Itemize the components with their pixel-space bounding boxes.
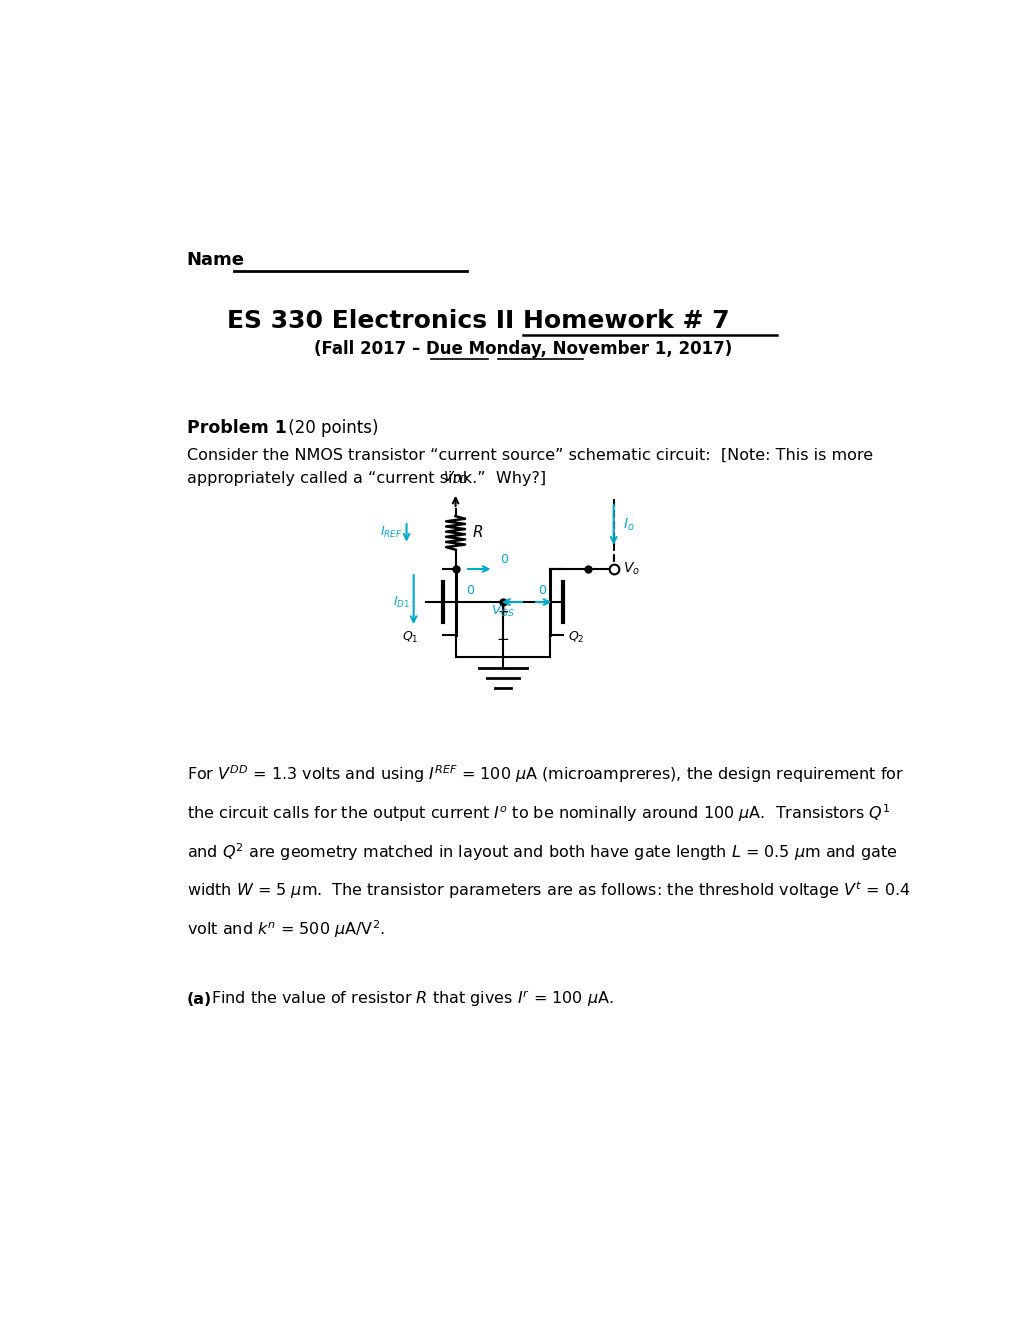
Text: appropriately called a “current sink.”  Why?]: appropriately called a “current sink.” W… bbox=[186, 471, 545, 486]
Text: Consider the NMOS transistor “current source” schematic circuit:  [Note: This is: Consider the NMOS transistor “current so… bbox=[186, 449, 872, 463]
Text: For $V^{DD}$ = 1.3 volts and using $I^{REF}$ = 100 $\mu$A (microampreres), the d: For $V^{DD}$ = 1.3 volts and using $I^{R… bbox=[186, 764, 903, 785]
Text: 0: 0 bbox=[466, 583, 473, 597]
Text: $I_{D1}$: $I_{D1}$ bbox=[393, 594, 410, 610]
Text: (a): (a) bbox=[186, 993, 212, 1007]
Text: $Q_1$: $Q_1$ bbox=[401, 630, 418, 645]
Text: $I_o$: $I_o$ bbox=[623, 516, 634, 533]
Text: $I_{REF}$: $I_{REF}$ bbox=[380, 525, 403, 540]
Text: $V_{DD}$: $V_{DD}$ bbox=[442, 470, 468, 486]
Text: Problem 1: Problem 1 bbox=[186, 418, 286, 437]
Text: width $W$ = 5 $\mu$m.  The transistor parameters are as follows: the threshold v: width $W$ = 5 $\mu$m. The transistor par… bbox=[186, 879, 910, 902]
Text: (Fall 2017 – Due Monday, November 1, 2017): (Fall 2017 – Due Monday, November 1, 201… bbox=[313, 339, 732, 358]
Text: 0: 0 bbox=[538, 583, 546, 597]
Text: $V_{GS}$: $V_{GS}$ bbox=[490, 605, 515, 619]
Text: (20 points): (20 points) bbox=[283, 418, 378, 437]
Text: −: − bbox=[496, 632, 508, 647]
Text: the circuit calls for the output current $I^o$ to be nominally around 100 $\mu$A: the circuit calls for the output current… bbox=[186, 803, 890, 824]
Text: Find the value of resistor $R$ that gives $I^r$ = 100 $\mu$A.: Find the value of resistor $R$ that give… bbox=[210, 989, 612, 1010]
Text: R: R bbox=[473, 525, 483, 540]
Text: $V_o$: $V_o$ bbox=[623, 561, 640, 577]
Text: volt and $k^n$ = 500 $\mu$A/V$^2$.: volt and $k^n$ = 500 $\mu$A/V$^2$. bbox=[186, 919, 384, 940]
Text: ES 330 Electronics II: ES 330 Electronics II bbox=[226, 309, 522, 333]
Text: +: + bbox=[496, 605, 508, 619]
Text: 0: 0 bbox=[499, 553, 507, 566]
Text: Name: Name bbox=[186, 251, 245, 269]
Text: and $Q^2$ are geometry matched in layout and both have gate length $L$ = 0.5 $\m: and $Q^2$ are geometry matched in layout… bbox=[186, 841, 897, 863]
Text: Homework # 7: Homework # 7 bbox=[522, 309, 729, 333]
Text: $Q_2$: $Q_2$ bbox=[568, 630, 584, 645]
